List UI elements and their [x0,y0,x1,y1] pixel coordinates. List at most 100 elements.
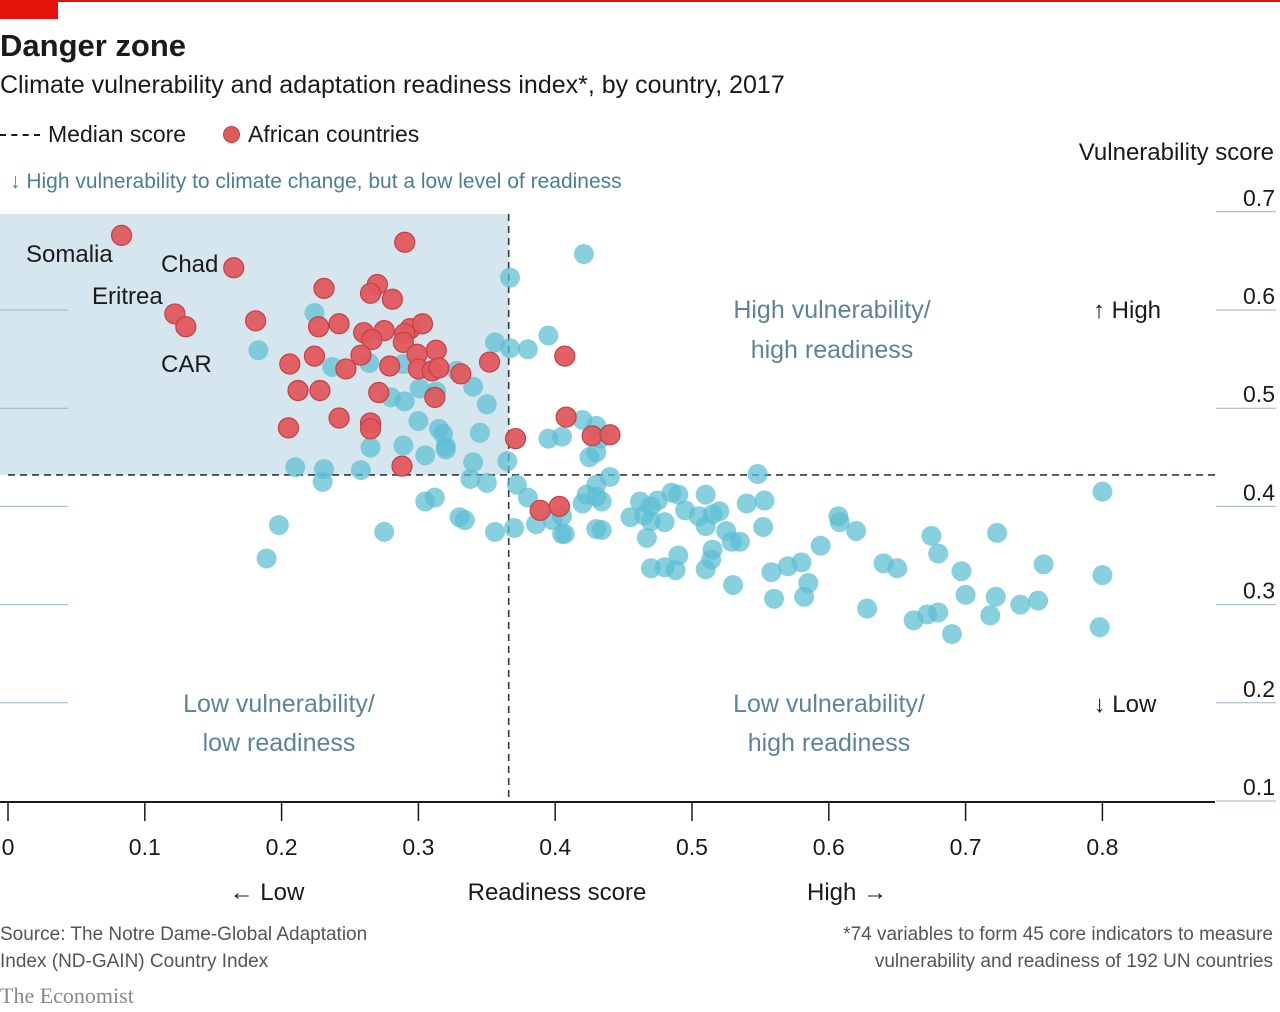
point-other [955,584,976,605]
chart-title: Danger zone [0,28,187,63]
quadrant-label-bottom-left-2: low readiness [203,729,356,757]
point-african [428,357,450,379]
x-tick-label: 0.5 [676,834,708,860]
x-tick-label: 0.4 [539,834,571,860]
point-other [500,267,521,288]
point-other [921,525,942,546]
point-other [360,437,381,458]
point-other [985,586,1006,607]
legend-african-swatch [223,126,240,143]
point-african [335,358,357,380]
y-tick-label: 0.6 [1243,283,1275,309]
point-other [476,394,497,415]
point-other [764,588,785,609]
point-other [504,518,525,539]
footnote-line-1: *74 variables to form 45 core indicators… [843,924,1273,945]
point-other [463,376,484,397]
point-other [579,447,600,468]
point-african [411,313,434,335]
source-line-1: Source: The Notre Dame-Global Adaptation [0,924,368,945]
point-other [591,491,612,512]
point-other [460,468,481,489]
point-other [941,624,962,645]
point-african [328,407,350,429]
annotation-chad: Chad [161,251,218,278]
point-other [424,487,445,508]
footnote-line-2: vulnerability and readiness of 192 UN co… [874,951,1273,972]
point-african [599,424,621,446]
data-points [110,224,1113,645]
point-african [279,353,301,375]
point-other [709,501,730,522]
source-line-2: Index (ND-GAIN) Country Index [0,951,269,972]
point-other [887,558,908,579]
point-other [517,487,538,508]
x-axis: 0 0.1 0.2 0.3 0.4 0.5 0.6 0.7 0.8 Readiness score… [0,297,1215,906]
point-african [245,310,267,332]
y-tick-label: 0.5 [1243,381,1275,407]
point-other [1092,481,1113,502]
point-other [928,602,949,623]
annotation-car: CAR [161,351,212,378]
point-other [1089,617,1110,638]
quadrant-label-bottom-right-2: high readiness [748,729,911,757]
danger-zone-note: ↓ High vulnerability to climate change, … [10,170,622,193]
point-other [554,523,575,544]
point-other [928,543,949,564]
point-african [328,313,350,335]
point-other [350,460,371,481]
point-african [450,363,472,385]
legend-median-swatch [0,133,40,136]
point-other [661,482,682,503]
point-other [987,522,1008,543]
annotation-somalia: Somalia [26,241,113,268]
point-other [463,452,484,473]
y-low-label: ↓ Low [1094,691,1157,718]
y-tick-label: 0.4 [1243,479,1275,505]
x-high-label: High → [807,879,887,906]
y-tick-labels: 0.1 0.2 0.3 0.4 0.5 0.6 0.7 [1243,185,1275,800]
point-other [409,378,430,399]
point-other [747,463,768,484]
point-other [665,560,686,581]
point-african [392,331,414,354]
point-african [313,277,335,299]
point-other [761,562,782,583]
point-other [810,535,831,556]
point-other [702,539,723,560]
point-other [248,340,269,361]
point-african [529,499,551,521]
point-african [287,379,309,402]
point-african [223,257,245,279]
point-african [555,406,577,428]
point-african [548,495,570,517]
point-african [361,328,383,351]
point-other [268,515,289,536]
point-other [408,410,429,431]
point-other [736,493,757,514]
x-axis-title: Readiness score [468,879,647,906]
point-other [415,445,436,466]
y-tick-label: 0.1 [1243,774,1275,800]
point-other [485,332,506,353]
point-other [312,471,333,492]
point-other [517,339,538,360]
point-african [309,379,331,402]
quadrant-labels: High vulnerability/high readiness Low vul… [183,296,931,757]
point-other [374,521,395,542]
point-african [478,351,501,373]
quadrant-label-top-right-1: High vulnerability/ [733,296,930,324]
point-african [303,345,326,367]
point-other [256,548,277,569]
point-african [277,417,300,439]
point-african [504,428,527,450]
x-tick-label: 0.8 [1086,834,1118,860]
point-other [1010,594,1031,615]
quadrant-label-top-right-2: high readiness [751,336,914,364]
point-other [538,325,559,346]
top-rule [0,0,1280,2]
brand-flag [0,0,58,19]
point-other [573,244,594,265]
legend-african: African countries [223,121,419,148]
point-other [393,435,414,456]
